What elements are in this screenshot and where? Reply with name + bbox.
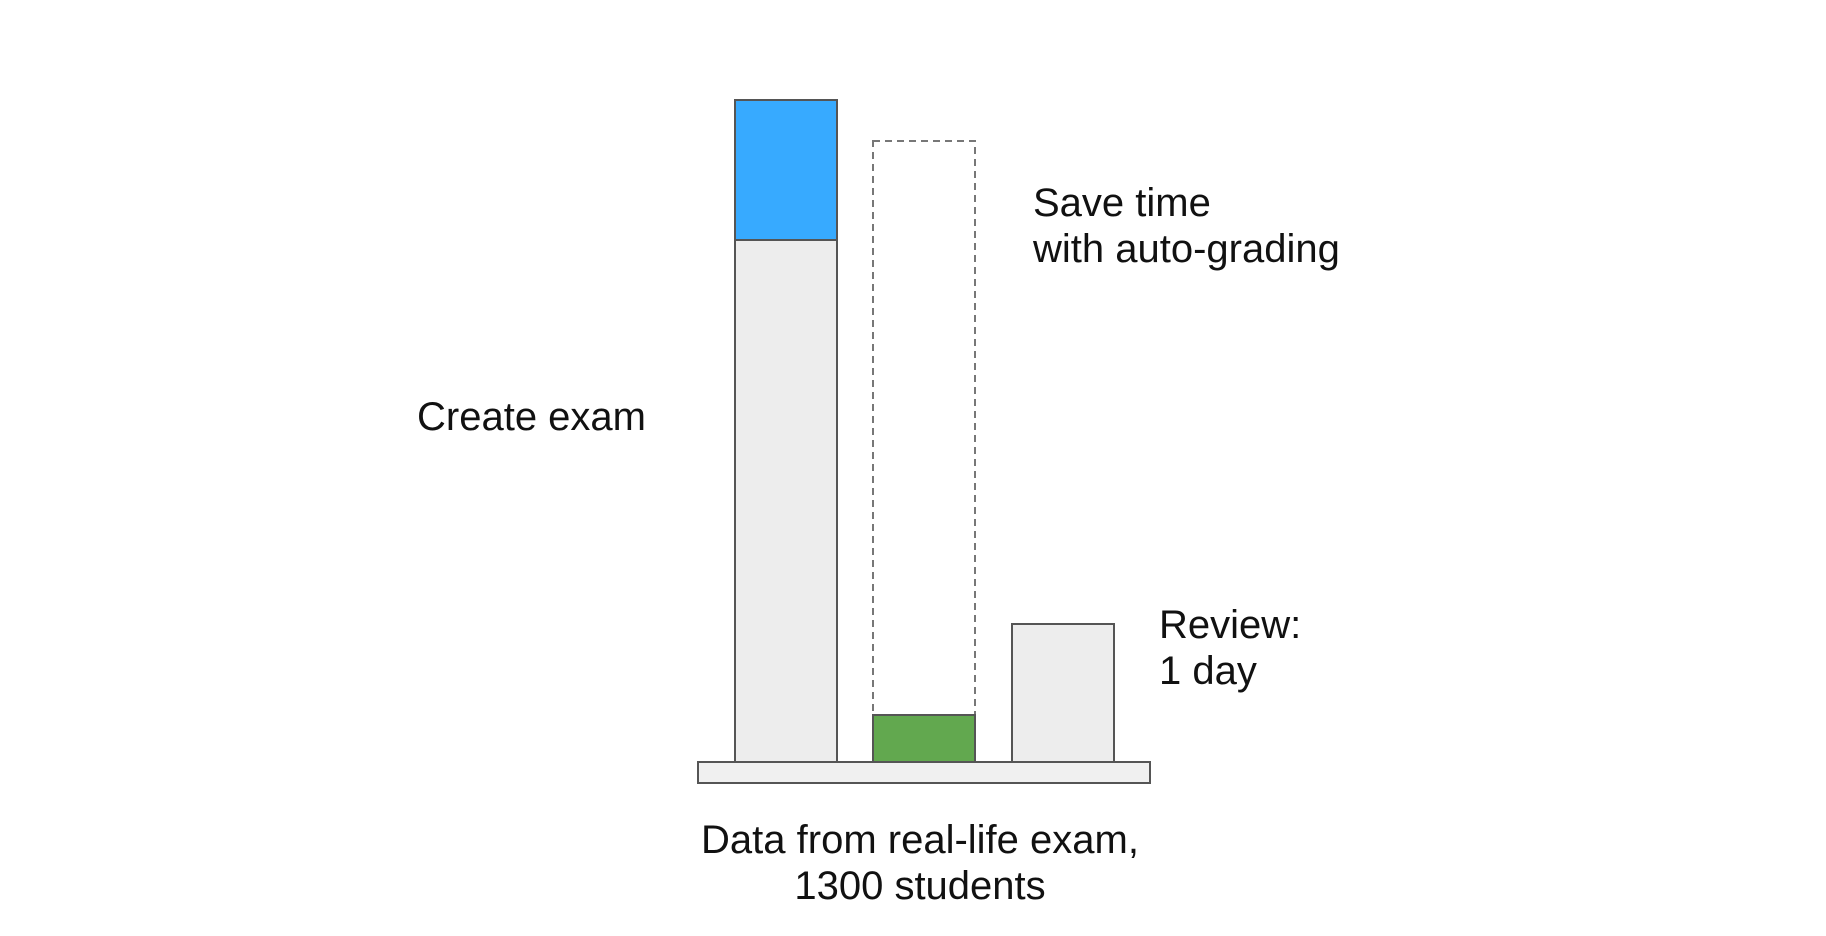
caption-line2: 1300 students [794,864,1046,908]
review-label: Review: 1 day [1159,602,1301,694]
manual-grading-segment [734,99,838,241]
create-exam-label: Create exam [417,394,646,440]
save-time-label: Save time with auto-grading [1033,180,1340,272]
review-bar [1011,623,1115,763]
save-time-line1: Save time [1033,181,1211,225]
data-source-caption: Data from real-life exam, 1300 students [613,817,1227,909]
create-exam-text: Create exam [417,395,646,439]
base-platform [697,761,1151,784]
review-line2: 1 day [1159,649,1257,693]
saved-time-dashed-bar [872,140,976,763]
save-time-line2: with auto-grading [1033,227,1340,271]
auto-grading-segment [872,714,976,763]
review-line1: Review: [1159,603,1302,647]
caption-line1: Data from real-life exam, [701,818,1139,862]
create-exam-bar [734,239,838,763]
